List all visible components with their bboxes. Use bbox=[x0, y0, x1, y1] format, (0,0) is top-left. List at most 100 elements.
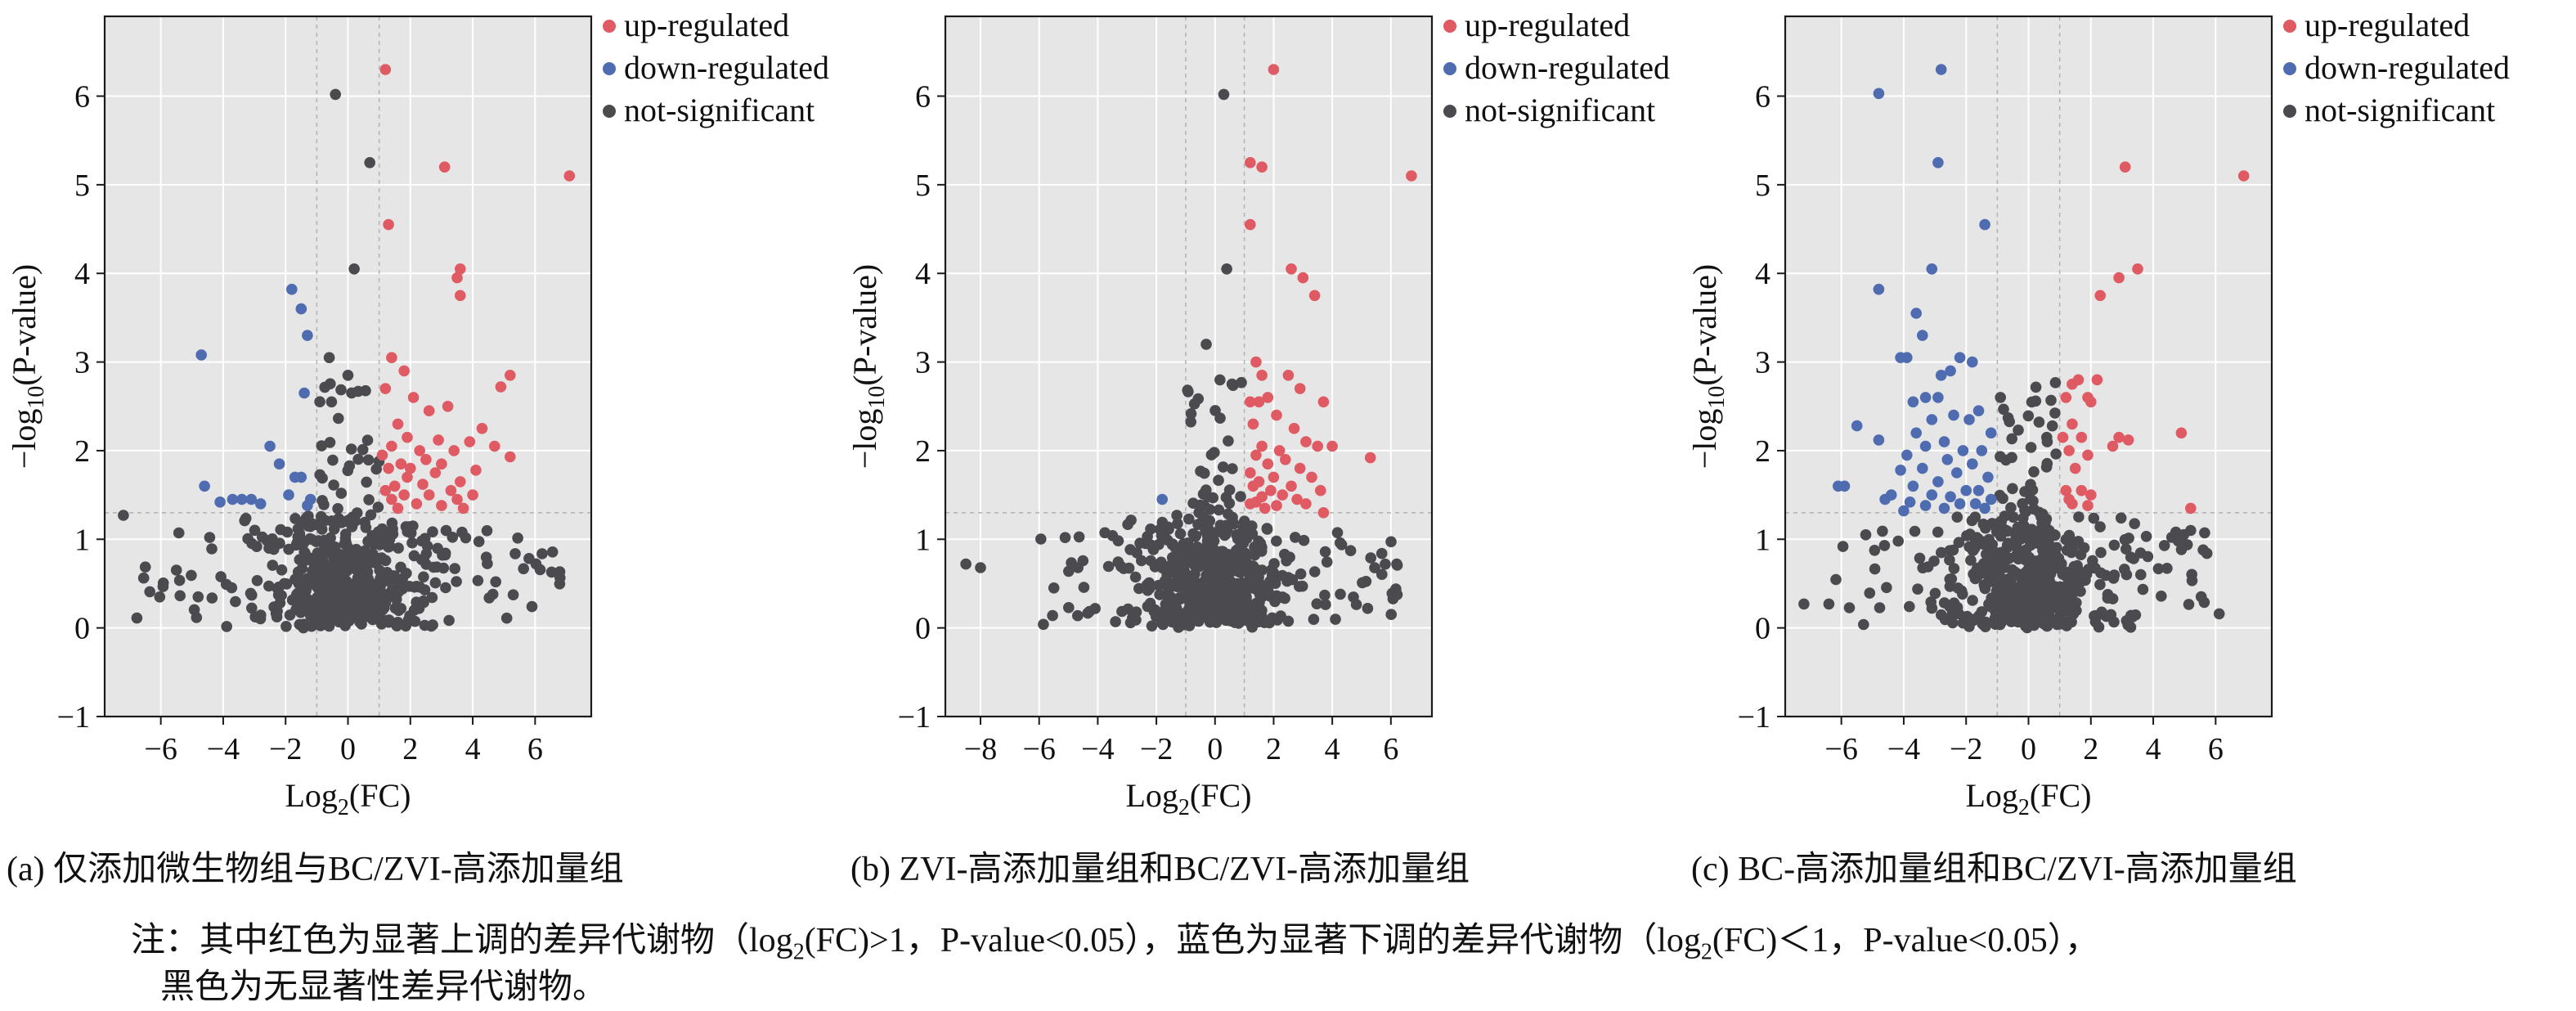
data-point-not-significant bbox=[1169, 613, 1181, 625]
data-point-not-significant bbox=[1967, 595, 1978, 606]
data-point-down-regulated bbox=[1945, 365, 1956, 377]
data-point-up-regulated bbox=[2076, 484, 2088, 497]
data-point-not-significant bbox=[2034, 583, 2045, 595]
data-point-not-significant bbox=[1207, 586, 1218, 597]
data-point-not-significant bbox=[1122, 519, 1133, 530]
y-tick-label: −1 bbox=[57, 700, 90, 735]
data-point-not-significant bbox=[1837, 541, 1849, 552]
data-point-not-significant bbox=[1321, 556, 1333, 568]
data-point-not-significant bbox=[1997, 549, 2009, 561]
data-point-not-significant bbox=[1311, 598, 1323, 609]
data-point-not-significant bbox=[472, 575, 484, 586]
data-point-up-regulated bbox=[1282, 370, 1295, 381]
data-point-not-significant bbox=[1204, 616, 1216, 628]
data-point-not-significant bbox=[263, 580, 275, 592]
data-point-not-significant bbox=[1878, 540, 1891, 551]
data-point-not-significant bbox=[975, 562, 986, 573]
x-tick-label: −6 bbox=[144, 732, 177, 766]
data-point-not-significant bbox=[1213, 474, 1224, 486]
data-point-up-regulated bbox=[379, 383, 392, 394]
data-point-down-regulated bbox=[1901, 449, 1913, 461]
data-point-up-regulated bbox=[1245, 467, 1256, 479]
y-tick-label: 0 bbox=[74, 612, 90, 646]
data-point-not-significant bbox=[1997, 604, 2009, 616]
data-point-down-regulated bbox=[1873, 283, 1885, 295]
data-point-not-significant bbox=[1235, 491, 1246, 502]
data-point-not-significant bbox=[1221, 263, 1232, 275]
data-point-up-regulated bbox=[1256, 161, 1268, 173]
data-point-not-significant bbox=[518, 563, 529, 575]
x-tick-label: 2 bbox=[1266, 732, 1281, 766]
data-point-not-significant bbox=[480, 551, 492, 563]
volcano-plot-c: −6 −4 −2 0 2 4 6 −1 0 1 2 3 4 5 6 Log2(FC) −log10(P-valu… bbox=[1686, 7, 2510, 820]
data-point-not-significant bbox=[352, 453, 364, 465]
legend-label-not-significant: not-significant bbox=[624, 92, 815, 128]
data-point-not-significant bbox=[327, 454, 339, 466]
data-point-not-significant bbox=[1261, 523, 1273, 534]
data-point-not-significant bbox=[2142, 550, 2154, 563]
data-point-up-regulated bbox=[448, 445, 460, 456]
data-point-not-significant bbox=[2120, 543, 2132, 555]
note-up-subscript: 2 bbox=[792, 939, 805, 965]
data-point-not-significant bbox=[2041, 436, 2053, 447]
data-point-not-significant bbox=[449, 563, 460, 574]
data-point-up-regulated bbox=[2085, 396, 2097, 408]
data-point-not-significant bbox=[429, 577, 442, 589]
data-point-not-significant bbox=[411, 581, 423, 592]
x-tick-label: 4 bbox=[1325, 732, 1340, 766]
data-point-not-significant bbox=[375, 618, 388, 630]
data-point-not-significant bbox=[1223, 508, 1234, 520]
y-tick-label: −1 bbox=[898, 700, 931, 735]
data-point-not-significant bbox=[2078, 542, 2090, 554]
data-point-not-significant bbox=[2152, 563, 2165, 575]
data-point-not-significant bbox=[1798, 598, 1810, 610]
data-point-down-regulated bbox=[1954, 498, 1966, 510]
x-tick-label: 0 bbox=[340, 732, 356, 766]
data-point-not-significant bbox=[1038, 618, 1049, 631]
x-tick-label: 0 bbox=[2021, 732, 2036, 766]
data-point-not-significant bbox=[2054, 612, 2067, 624]
data-point-not-significant bbox=[1227, 463, 1238, 474]
data-point-not-significant bbox=[325, 378, 336, 390]
data-point-up-regulated bbox=[1297, 272, 1309, 284]
data-point-down-regulated bbox=[1938, 436, 1950, 447]
data-point-not-significant bbox=[2025, 577, 2036, 588]
data-point-down-regulated bbox=[1967, 356, 1978, 368]
x-tick-label: −6 bbox=[1824, 732, 1857, 766]
data-point-down-regulated bbox=[1926, 263, 1938, 275]
data-point-up-regulated bbox=[388, 480, 401, 492]
data-point-not-significant bbox=[154, 591, 166, 603]
data-point-down-regulated bbox=[1156, 493, 1168, 506]
data-point-up-regulated bbox=[464, 436, 476, 447]
data-point-not-significant bbox=[1200, 484, 1212, 496]
data-point-up-regulated bbox=[457, 502, 469, 514]
data-point-up-regulated bbox=[2067, 498, 2078, 510]
y-tick-label: 4 bbox=[1755, 257, 1770, 291]
data-point-not-significant bbox=[1078, 582, 1090, 593]
data-point-not-significant bbox=[2094, 521, 2106, 532]
data-point-down-regulated bbox=[1907, 480, 1919, 492]
data-point-not-significant bbox=[1985, 545, 1996, 557]
data-point-not-significant bbox=[316, 440, 328, 452]
data-point-up-regulated bbox=[383, 462, 394, 474]
data-point-not-significant bbox=[1944, 554, 1955, 566]
data-point-not-significant bbox=[526, 600, 538, 613]
data-point-up-regulated bbox=[411, 498, 423, 510]
data-point-not-significant bbox=[2137, 583, 2149, 595]
data-point-not-significant bbox=[2135, 568, 2147, 581]
data-point-not-significant bbox=[1277, 569, 1288, 582]
data-point-down-regulated bbox=[1873, 88, 1885, 100]
data-point-not-significant bbox=[2183, 599, 2195, 610]
data-point-not-significant bbox=[2080, 568, 2093, 580]
y-tick-label: 1 bbox=[915, 523, 931, 557]
data-point-not-significant bbox=[246, 602, 258, 614]
data-point-not-significant bbox=[251, 575, 263, 586]
data-point-up-regulated bbox=[376, 449, 388, 461]
data-point-up-regulated bbox=[1271, 500, 1282, 511]
data-point-not-significant bbox=[2002, 539, 2014, 551]
data-point-not-significant bbox=[1216, 546, 1227, 557]
data-point-up-regulated bbox=[2067, 418, 2078, 430]
data-point-not-significant bbox=[1953, 537, 1965, 548]
data-point-not-significant bbox=[1988, 568, 1999, 579]
data-point-not-significant bbox=[437, 549, 448, 561]
